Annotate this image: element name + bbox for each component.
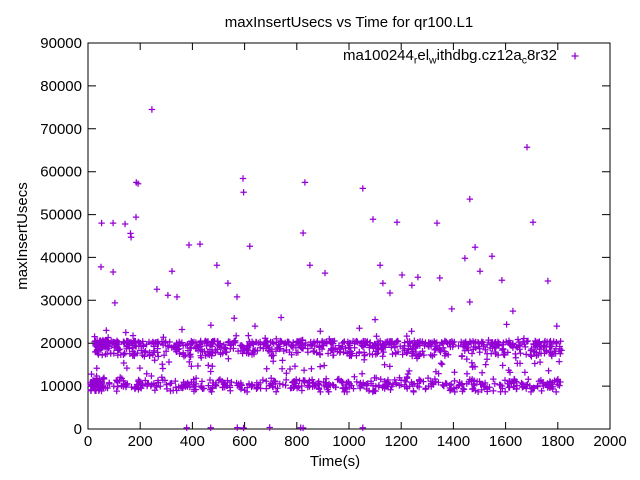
y-tick-label: 50000 xyxy=(40,207,82,224)
x-tick-label: 1800 xyxy=(541,433,574,450)
y-tick-label: 90000 xyxy=(40,35,82,52)
x-tick-label: 1200 xyxy=(385,433,418,450)
chart-title: maxInsertUsecs vs Time for qr100.L1 xyxy=(225,14,473,31)
x-tick-labels: 0 200 400 600 800 1000 1200 1400 1600 1800 2000 xyxy=(84,433,627,450)
x-tick-label: 200 xyxy=(128,433,153,450)
x-tick-label: 1400 xyxy=(437,433,470,450)
x-tick-label: 800 xyxy=(284,433,309,450)
y-tick-label: 20000 xyxy=(40,335,82,352)
y-tick-label: 70000 xyxy=(40,121,82,138)
y-tick-labels: 0 10000 20000 30000 40000 50000 60000 70000 8000… xyxy=(40,35,82,438)
x-tick-label: 2000 xyxy=(593,433,626,450)
x-tick-label: 1600 xyxy=(489,433,522,450)
y-tick-label: 0 xyxy=(74,421,82,438)
y-tick-label: 10000 xyxy=(40,378,82,395)
scatter-points-path xyxy=(87,106,565,432)
x-tick-label: 0 xyxy=(84,433,92,450)
legend-plus-marker-icon xyxy=(571,52,579,60)
y-axis-label: maxInsertUsecs xyxy=(14,182,31,290)
y-tick-label: 40000 xyxy=(40,249,82,266)
plot-border xyxy=(87,42,611,430)
y-tick-label: 30000 xyxy=(40,292,82,309)
tick-marks-path xyxy=(87,42,611,430)
legend-series-label: ma100244relwithdbg.cz12ac8r32 xyxy=(343,47,557,67)
x-tick-label: 400 xyxy=(180,433,205,450)
axis-tick-marks xyxy=(87,42,611,430)
x-tick-label: 600 xyxy=(232,433,257,450)
data-points xyxy=(87,106,565,432)
x-axis-label: Time(s) xyxy=(310,453,360,470)
x-tick-label: 1000 xyxy=(332,433,365,450)
y-tick-label: 80000 xyxy=(40,78,82,95)
y-tick-label: 60000 xyxy=(40,164,82,181)
legend: ma100244relwithdbg.cz12ac8r32 xyxy=(343,47,579,67)
